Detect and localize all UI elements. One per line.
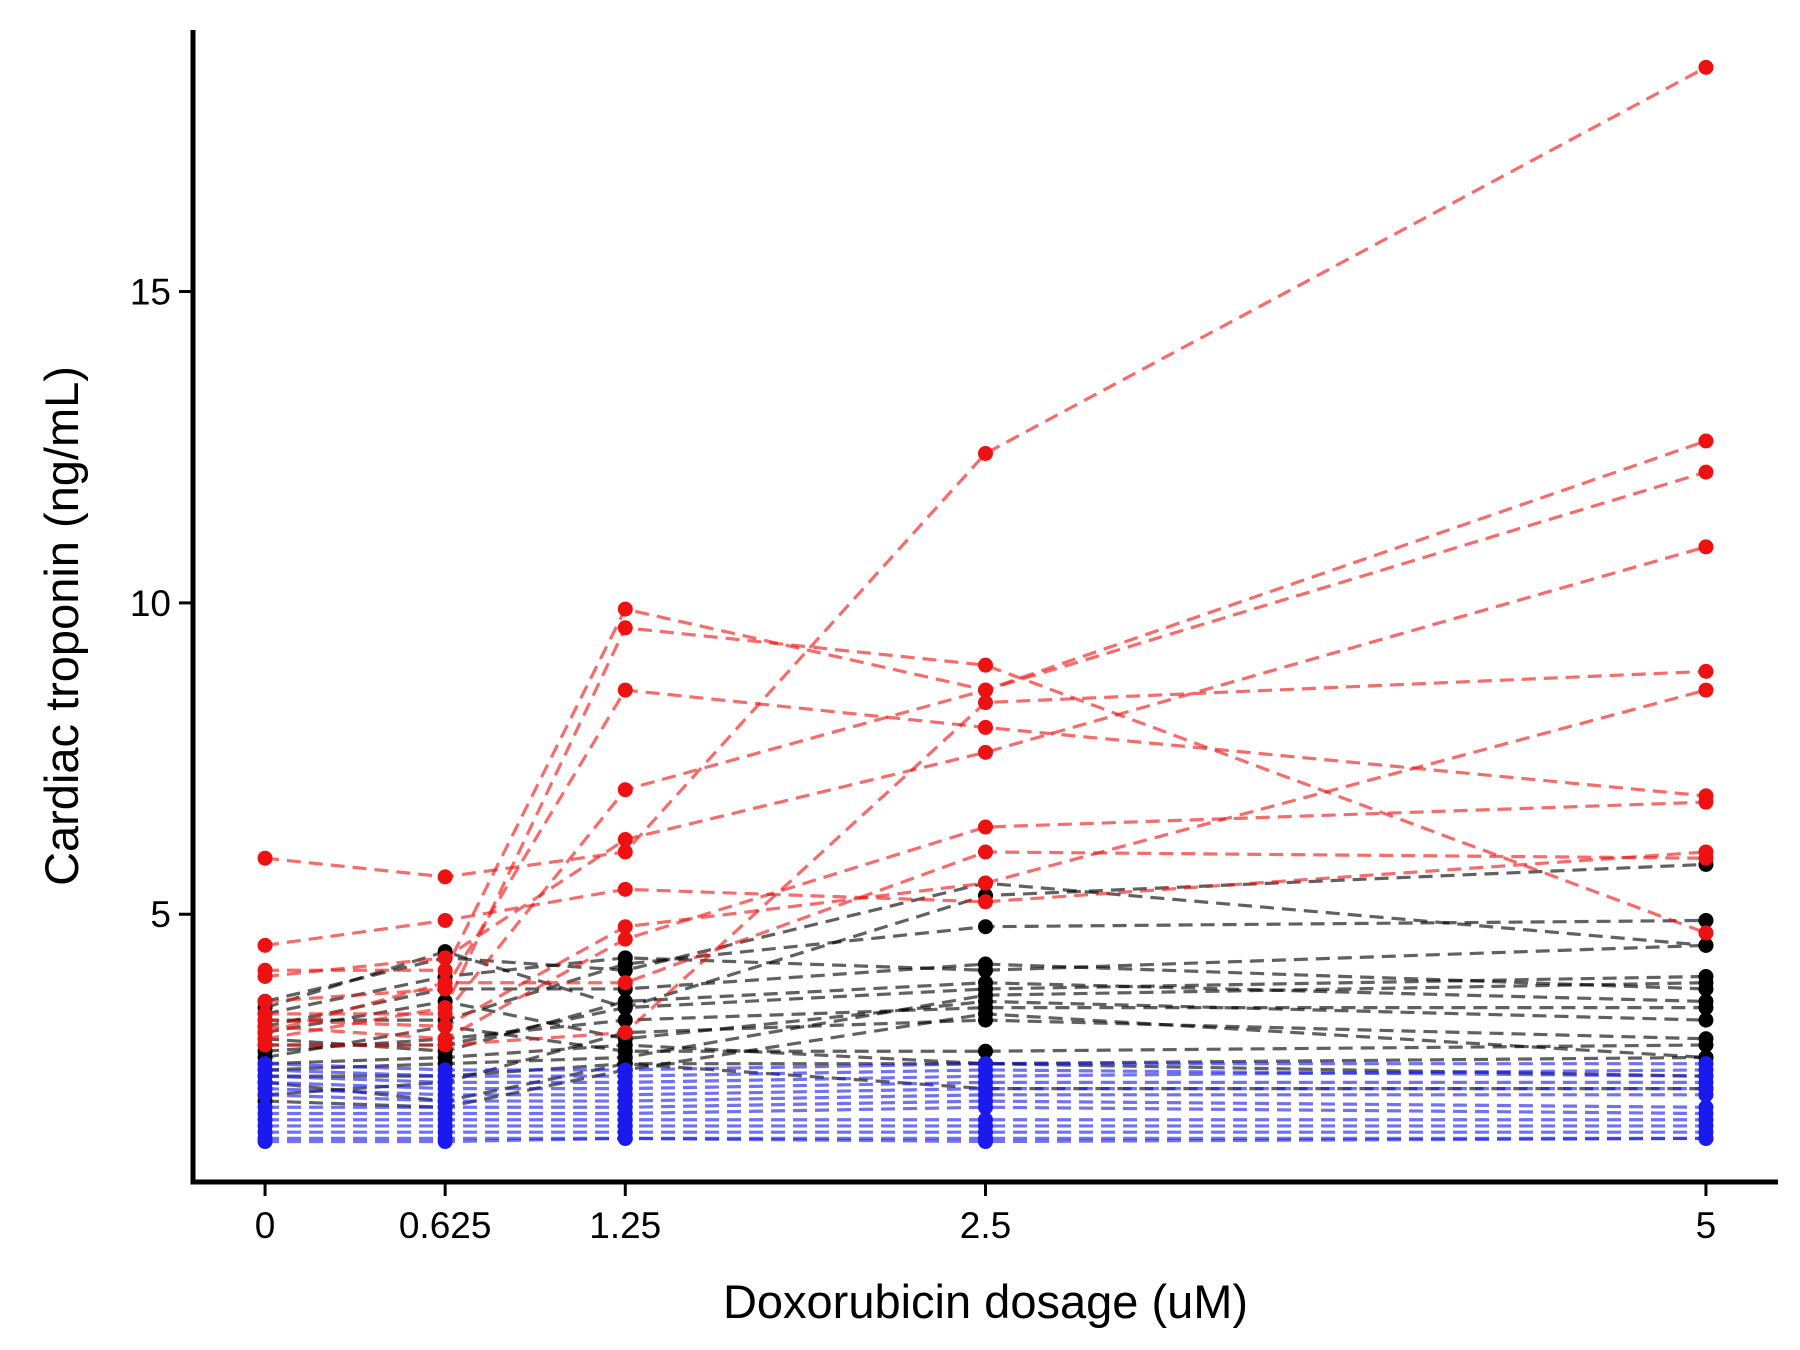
data-point-mid [617,1012,633,1028]
data-point-high [437,1000,453,1016]
data-point-high [1698,464,1714,480]
data-point-high [1698,663,1714,679]
data-point-mid [1698,937,1714,953]
data-point-high [437,1018,453,1034]
series-line-mid [265,918,1706,1022]
data-point-low [257,1134,273,1150]
x-tick-label: 2.5 [960,1205,1011,1246]
data-point-high [437,1037,453,1053]
data-point-mid [978,956,993,972]
data-point-low [617,1130,633,1146]
y-axis-title: Cardiac troponin (ng/mL) [35,366,88,886]
data-point-low [437,1134,453,1150]
data-point-low [1698,1062,1714,1078]
data-point-high [617,682,633,698]
data-point-mid [617,956,633,972]
data-point-high [437,869,453,885]
data-point-high [1698,539,1714,555]
data-point-high [617,919,633,935]
data-point-high [1698,433,1714,449]
series-line-high [264,545,1707,979]
data-point-high [437,975,453,991]
data-point-high [257,969,273,985]
data-point-high [617,844,633,860]
data-point-high [617,620,633,636]
data-point-mid [1698,969,1714,985]
data-point-high [978,657,993,673]
data-point-low [978,1134,993,1150]
data-point-high [1698,925,1714,941]
series-line-mid [264,981,1706,1053]
data-point-high [617,601,633,617]
x-tick-label: 0.625 [399,1205,492,1246]
data-point-high [437,912,453,928]
data-point-high [978,894,993,910]
data-point-high [1698,850,1714,866]
data-point-low [978,1099,993,1115]
data-point-high [257,937,273,953]
data-point-mid [978,919,993,935]
data-point-high [617,881,633,897]
data-point-low [1698,1087,1714,1103]
x-axis-title: Doxorubicin dosage (uM) [723,1275,1248,1328]
points-layer [257,59,1714,1150]
data-point-low [257,1087,273,1103]
y-tick-label: 10 [130,583,171,624]
x-tick-label: 0 [255,1205,276,1246]
data-point-mid [1698,1012,1714,1028]
data-point-high [978,819,993,835]
data-point-mid [1698,912,1714,928]
data-point-high [978,744,993,760]
data-point-mid [1698,1000,1714,1016]
series-line-mid [264,999,1706,1041]
data-point-high [978,844,993,860]
data-point-high [617,931,633,947]
data-point-high [437,950,453,966]
data-point-high [978,682,993,698]
series-line-high [264,850,1706,1035]
data-point-high [617,1025,633,1041]
data-point-mid [617,1000,633,1016]
data-point-high [978,875,993,891]
data-point-low [1698,1130,1714,1146]
data-point-high [257,1025,273,1041]
data-point-high [1698,794,1714,810]
y-tick-label: 15 [130,272,171,313]
data-point-mid [617,1037,633,1053]
data-point-high [257,993,273,1009]
data-point-high [978,445,993,461]
data-point-high [1698,682,1714,698]
data-point-high [1698,59,1714,75]
data-point-mid [978,981,993,997]
y-tick-label: 5 [150,894,171,935]
data-point-high [617,832,633,848]
data-point-high [617,975,633,991]
y-axis-ticks: 5 10 15 [130,272,191,935]
x-tick-label: 1.25 [589,1205,661,1246]
data-point-high [978,719,993,735]
x-axis-ticks: 0 0.625 1.25 2.5 5 [255,1184,1716,1246]
data-point-high [617,782,633,798]
x-tick-label: 5 [1696,1205,1717,1246]
data-point-high [437,962,453,978]
data-point-mid [1698,1031,1714,1047]
data-point-high [257,1037,273,1053]
data-point-high [257,850,273,866]
data-point-mid [978,1043,993,1059]
data-point-mid [978,1006,993,1022]
data-point-high [978,695,993,711]
